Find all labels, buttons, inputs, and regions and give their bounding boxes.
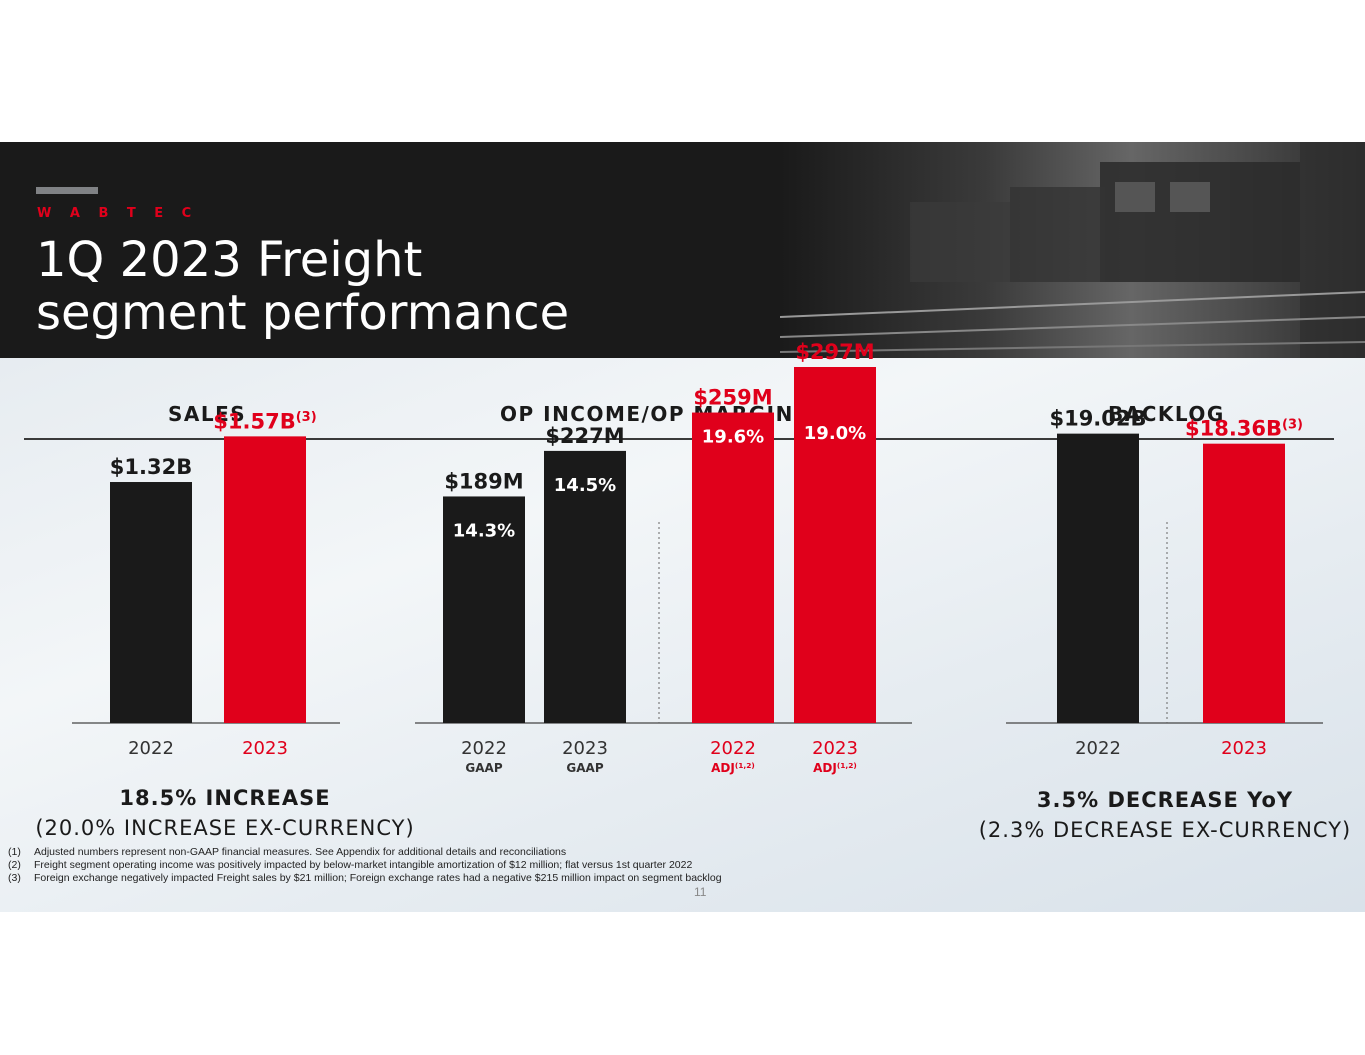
opinc-value-label-4: $297M bbox=[795, 340, 874, 364]
sales-heading: SALES bbox=[168, 402, 247, 426]
footnote-1: (1) Adjusted numbers represent non-GAAP f… bbox=[8, 846, 567, 858]
sales-summary: 18.5% INCREASE (20.0% INCREASE EX-CURREN… bbox=[0, 786, 450, 840]
footnotes: (1) Adjusted numbers represent non-GAAP f… bbox=[8, 846, 722, 885]
opinc-bar-1 bbox=[443, 496, 525, 723]
backlog-category-label-1: 2022 bbox=[1075, 738, 1121, 759]
opinc-margin-label-2: 14.5% bbox=[554, 475, 616, 496]
sales-value-label-1: $1.32B bbox=[110, 455, 192, 479]
footnote-3: (3) Foreign exchange negatively impacted … bbox=[8, 872, 722, 884]
backlog-category-label-2: 2023 bbox=[1221, 738, 1267, 759]
section-divider bbox=[24, 438, 1334, 440]
footnote-2: (2) Freight segment operating income was … bbox=[8, 859, 693, 871]
sales-summary-sub: (20.0% INCREASE EX-CURRENCY) bbox=[35, 816, 415, 840]
opinc-category-label-3: 2022 bbox=[710, 738, 756, 759]
opinc-bar-4 bbox=[794, 367, 876, 723]
opinc-category-label-2: 2023 bbox=[562, 738, 608, 759]
opinc-margin-label-3: 19.6% bbox=[702, 427, 764, 448]
backlog-value-label-1: $19.02B bbox=[1049, 407, 1146, 431]
sales-bar-2 bbox=[224, 436, 306, 723]
page-title: 1Q 2023 Freight segment performance bbox=[36, 234, 569, 340]
opinc-margin-label-1: 14.3% bbox=[453, 520, 515, 541]
slide: W A B T E C 1Q 2023 Freight segment perf… bbox=[0, 142, 1365, 912]
backlog-summary-sub: (2.3% DECREASE EX-CURRENCY) bbox=[978, 818, 1352, 842]
opinc-bar-3 bbox=[692, 412, 774, 723]
opinc-category-sublabel-2: GAAP bbox=[566, 761, 603, 775]
opinc-category-label-4: 2023 bbox=[812, 738, 858, 759]
opinc-value-label-3: $259M bbox=[693, 386, 772, 410]
locomotive-photo bbox=[780, 142, 1365, 358]
opinc-bar-2 bbox=[544, 450, 626, 723]
sales-category-label-1: 2022 bbox=[128, 738, 174, 759]
page-number: 11 bbox=[694, 885, 707, 899]
opinc-value-label-1: $189M bbox=[444, 469, 523, 493]
backlog-bar-2 bbox=[1203, 443, 1285, 723]
opinc-category-sublabel-1: GAAP bbox=[465, 761, 502, 775]
opinc-margin-label-4: 19.0% bbox=[804, 423, 866, 444]
sales-value-label-2: $1.57B(3) bbox=[213, 409, 316, 433]
backlog-value-label-2: $18.36B(3) bbox=[1185, 417, 1303, 441]
backlog-heading: BACKLOG bbox=[1108, 402, 1225, 426]
sales-category-label-2: 2023 bbox=[242, 738, 288, 759]
opinc-value-label-2: $227M bbox=[545, 424, 624, 448]
charts-svg: $1.32B 2022 $1.57B(3) 2023 $189M 2022 GAAP 14.3… bbox=[72, 340, 1323, 775]
brand-logo-text: W A B T E C bbox=[37, 206, 199, 221]
opinc-category-label-1: 2022 bbox=[461, 738, 507, 759]
opinc-category-sublabel-4: ADJ(1,2) bbox=[813, 761, 857, 775]
opinc-category-sublabel-3: ADJ(1,2) bbox=[711, 761, 755, 775]
sales-bar-1 bbox=[110, 482, 192, 723]
title-line-1: 1Q 2023 Freight bbox=[36, 232, 423, 288]
title-line-2: segment performance bbox=[36, 285, 570, 341]
backlog-summary: 3.5% DECREASE YoY (2.3% DECREASE EX-CURR… bbox=[970, 788, 1360, 842]
backlog-bar-1 bbox=[1057, 433, 1139, 723]
sales-summary-main: 18.5% INCREASE bbox=[119, 786, 331, 810]
brand-bar bbox=[36, 187, 98, 194]
backlog-summary-main: 3.5% DECREASE YoY bbox=[1036, 788, 1294, 812]
header-banner: W A B T E C 1Q 2023 Freight segment perf… bbox=[0, 142, 1365, 358]
